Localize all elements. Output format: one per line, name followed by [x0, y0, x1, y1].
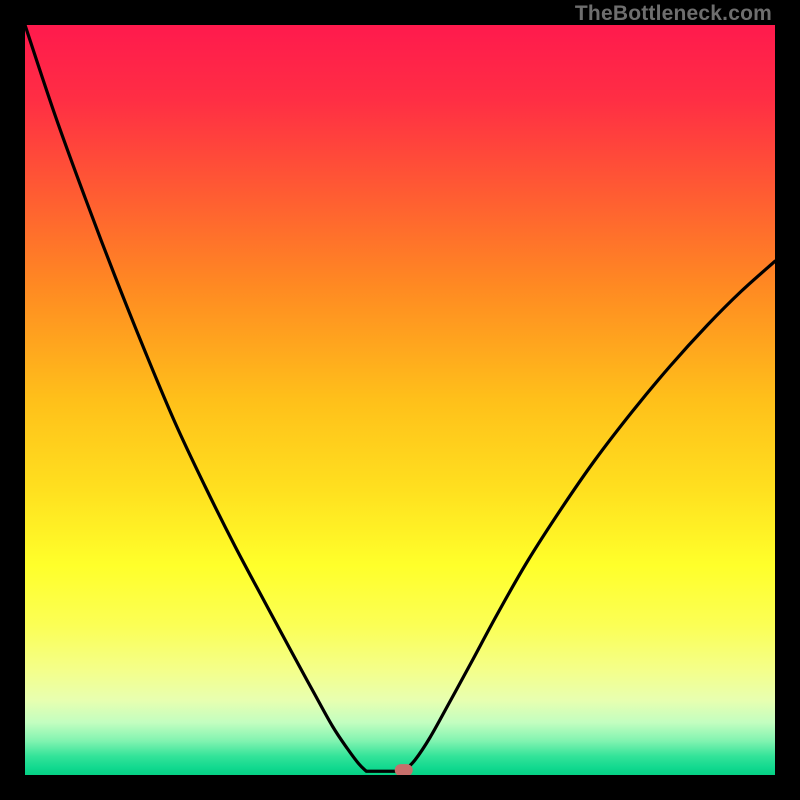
chart-frame: TheBottleneck.com: [0, 0, 800, 800]
curve-path: [25, 25, 775, 771]
bottleneck-curve: [25, 25, 775, 775]
optimum-marker: [395, 764, 413, 775]
watermark-text: TheBottleneck.com: [575, 2, 772, 26]
plot-area: [25, 25, 775, 775]
